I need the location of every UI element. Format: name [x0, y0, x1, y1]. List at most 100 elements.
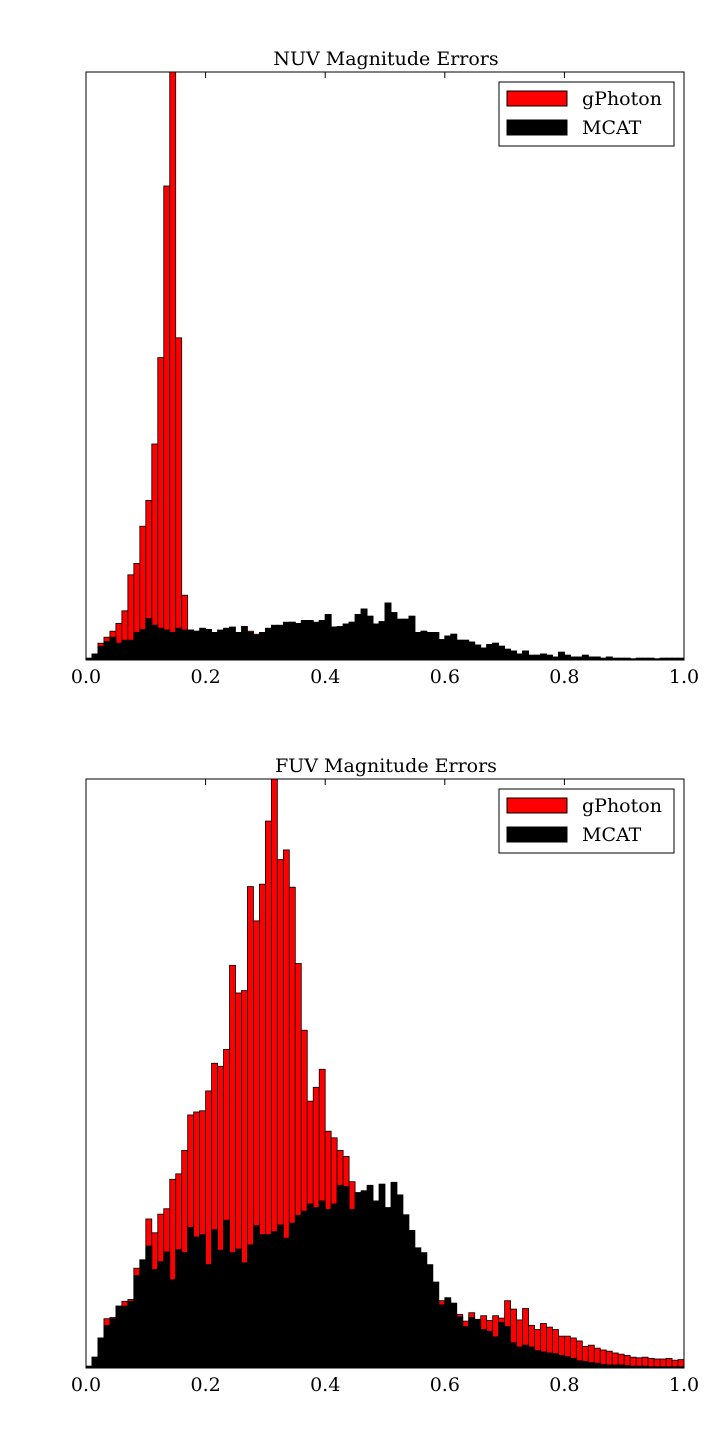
nuv-bar-mcat: [288, 621, 296, 661]
nuv-bar-mcat: [300, 620, 308, 661]
fuv-bar-mcat: [151, 1269, 159, 1369]
fuv-bar-mcat: [330, 1203, 338, 1369]
nuv-plot-frame: [85, 71, 685, 661]
nuv-bar-mcat: [133, 632, 141, 661]
fuv-plot-frame: [85, 778, 685, 1369]
fuv-bar-mcat: [306, 1203, 314, 1369]
nuv-bar-mcat: [276, 624, 284, 661]
fuv-bar-mcat: [558, 1354, 565, 1369]
nuv-bar-mcat: [474, 644, 482, 661]
fuv-bar-mcat: [372, 1200, 380, 1369]
fuv-bar-mcat: [127, 1300, 135, 1369]
nuv-bar-mcat: [330, 626, 338, 661]
nuv-bar-mcat: [432, 632, 440, 661]
fuv-bar-mcat: [282, 1237, 290, 1369]
nuv-x-tick-label: 0.0: [71, 666, 101, 688]
fuv-panel: FUV Magnitude Errors 0.0 0.2 0.4 0.6 0.8…: [71, 755, 699, 1396]
nuv-bar-mcat: [438, 639, 446, 661]
fuv-x-tick-label: 0.4: [310, 1374, 340, 1396]
fuv-bar-mcat: [468, 1317, 476, 1369]
legend-label-mcat: MCAT: [582, 824, 642, 846]
fuv-bar-mcat: [522, 1344, 529, 1369]
fuv-bar-mcat: [575, 1360, 583, 1369]
nuv-bar-mcat: [103, 641, 111, 661]
fuv-bar-mcat: [342, 1186, 350, 1369]
legend-swatch-gphoton: [506, 797, 568, 814]
fuv-bar-mcat: [115, 1305, 123, 1369]
fuv-bar-mcat: [569, 1357, 577, 1369]
nuv-bar-mcat: [378, 621, 386, 661]
nuv-x-tick-label: 0.8: [549, 666, 579, 688]
nuv-bar-mcat: [342, 623, 350, 661]
nuv-bar-mcat: [402, 618, 410, 661]
fuv-bar-mcat: [390, 1181, 398, 1369]
fuv-bar-mcat: [109, 1318, 117, 1369]
nuv-bar-mcat: [408, 615, 416, 661]
nuv-bar-mcat: [270, 624, 278, 661]
nuv-bar-mcat: [217, 629, 224, 661]
nuv-bar-mcat: [193, 630, 201, 661]
fuv-bar-mcat: [528, 1346, 535, 1369]
nuv-bar-mcat: [492, 642, 500, 661]
fuv-bar-mcat: [205, 1264, 212, 1369]
nuv-bar-mcat: [384, 602, 392, 661]
fuv-bar-mcat: [253, 1225, 260, 1369]
nuv-bar-mcat: [522, 650, 529, 661]
fuv-tick-labels: 0.0 0.2 0.4 0.6 0.8 1.0: [71, 1374, 699, 1396]
fuv-bar-mcat: [360, 1190, 368, 1369]
fuv-bar-mcat: [504, 1326, 511, 1369]
nuv-bar-mcat: [486, 644, 494, 661]
nuv-bar-mcat: [163, 629, 171, 661]
fuv-x-tick-label: 0.2: [190, 1374, 220, 1396]
fuv-bar-mcat: [163, 1251, 171, 1369]
fuv-bar-mcat: [564, 1356, 571, 1369]
nuv-bar-mcat: [259, 632, 266, 661]
fuv-bar-mcat: [264, 1234, 272, 1369]
fuv-bar-mcat: [259, 1234, 266, 1369]
fuv-bar-mcat: [229, 1252, 236, 1369]
fuv-bar-mcat: [247, 1244, 254, 1369]
nuv-bar-mcat: [282, 621, 290, 661]
nuv-bar-mcat: [546, 654, 553, 661]
nuv-bar-mcat: [390, 612, 398, 661]
fuv-bar-mcat: [348, 1208, 356, 1369]
fuv-bar-mcat: [276, 1224, 284, 1369]
nuv-bar-mcat: [223, 627, 230, 661]
nuv-panel: NUV Magnitude Errors 0.0 0.2 0.4 0.6 0.8…: [71, 48, 699, 688]
fuv-bar-mcat: [474, 1318, 482, 1369]
legend-swatch-gphoton: [506, 90, 568, 107]
nuv-bar-mcat: [540, 653, 547, 661]
nuv-bar-mcat: [127, 639, 135, 661]
legend-swatch-mcat: [506, 826, 568, 843]
fuv-bar-mcat: [462, 1326, 470, 1369]
fuv-bar-mcat: [241, 1262, 248, 1369]
fuv-bar-mcat: [402, 1214, 410, 1369]
nuv-bar-mcat: [396, 618, 404, 661]
fuv-x-tick-label: 0.6: [430, 1374, 460, 1396]
nuv-bar-mcat: [534, 654, 541, 661]
fuv-bar-mcat: [294, 1214, 302, 1369]
fuv-bar-mcat: [235, 1248, 242, 1369]
nuv-bar-mcat: [115, 642, 123, 661]
fuv-bar-mcat: [103, 1324, 111, 1369]
nuv-bar-mcat: [426, 632, 434, 661]
legend-label-mcat: MCAT: [582, 117, 642, 139]
nuv-bar-mcat: [504, 648, 511, 661]
nuv-bar-mcat: [360, 608, 368, 661]
nuv-bar-mcat: [420, 630, 428, 661]
fuv-bar-mcat: [587, 1362, 595, 1369]
nuv-bar-mcat: [312, 621, 320, 661]
fuv-bar-mcat: [593, 1362, 601, 1369]
fuv-bar-mcat: [133, 1275, 141, 1369]
fuv-bar-mcat: [456, 1316, 464, 1369]
fuv-bar-mcat: [181, 1252, 189, 1369]
fuv-bar-mcat: [498, 1321, 505, 1369]
nuv-bar-mcat: [372, 623, 380, 661]
fuv-legend: gPhoton MCAT: [498, 788, 675, 854]
nuv-bar-mcat: [324, 614, 332, 661]
fuv-bar-mcat: [438, 1304, 446, 1369]
nuv-bar-mcat: [121, 639, 129, 661]
legend-label-gphoton: gPhoton: [582, 795, 662, 817]
nuv-bar-mcat: [294, 623, 302, 661]
fuv-x-tick-label: 0.8: [549, 1374, 579, 1396]
